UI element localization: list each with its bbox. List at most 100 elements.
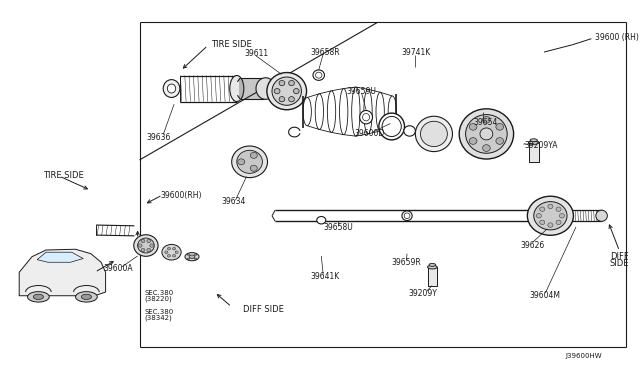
Ellipse shape bbox=[195, 254, 197, 255]
Ellipse shape bbox=[250, 153, 257, 158]
Ellipse shape bbox=[483, 116, 490, 123]
Ellipse shape bbox=[548, 223, 553, 227]
Ellipse shape bbox=[376, 92, 385, 131]
Text: DIFF SIDE: DIFF SIDE bbox=[243, 305, 284, 314]
Text: 39600A: 39600A bbox=[104, 264, 133, 273]
Ellipse shape bbox=[162, 244, 181, 260]
Ellipse shape bbox=[379, 113, 404, 140]
Text: 39741K: 39741K bbox=[401, 48, 431, 57]
Ellipse shape bbox=[303, 97, 312, 126]
Ellipse shape bbox=[189, 255, 195, 259]
Text: 39604M: 39604M bbox=[530, 291, 561, 300]
Ellipse shape bbox=[279, 80, 285, 86]
Ellipse shape bbox=[168, 84, 175, 93]
Polygon shape bbox=[37, 252, 83, 262]
Ellipse shape bbox=[317, 217, 326, 224]
Ellipse shape bbox=[559, 214, 564, 218]
Text: 39654: 39654 bbox=[473, 118, 497, 126]
Ellipse shape bbox=[147, 239, 151, 243]
Ellipse shape bbox=[536, 214, 541, 218]
Text: 39641K: 39641K bbox=[310, 272, 340, 280]
Polygon shape bbox=[19, 249, 106, 296]
Ellipse shape bbox=[540, 207, 545, 211]
Ellipse shape bbox=[289, 97, 294, 102]
Ellipse shape bbox=[256, 78, 275, 99]
Ellipse shape bbox=[534, 202, 567, 230]
Ellipse shape bbox=[540, 220, 545, 225]
Ellipse shape bbox=[150, 244, 154, 247]
Ellipse shape bbox=[293, 89, 300, 94]
Text: (38220): (38220) bbox=[145, 296, 173, 302]
Ellipse shape bbox=[168, 254, 170, 257]
Ellipse shape bbox=[382, 116, 401, 137]
Ellipse shape bbox=[460, 109, 514, 159]
Ellipse shape bbox=[327, 91, 336, 132]
Ellipse shape bbox=[147, 248, 151, 252]
Ellipse shape bbox=[530, 139, 538, 142]
Ellipse shape bbox=[352, 87, 360, 136]
Text: 39209YA: 39209YA bbox=[525, 141, 558, 150]
Ellipse shape bbox=[138, 244, 142, 247]
Text: 39634: 39634 bbox=[221, 197, 246, 206]
Text: 39658R: 39658R bbox=[310, 48, 340, 57]
Text: SEC.380: SEC.380 bbox=[144, 309, 173, 315]
Text: 39611: 39611 bbox=[244, 49, 268, 58]
Ellipse shape bbox=[173, 247, 175, 250]
Ellipse shape bbox=[313, 70, 324, 80]
Ellipse shape bbox=[428, 265, 437, 269]
Ellipse shape bbox=[237, 150, 262, 173]
Text: 39659R: 39659R bbox=[392, 258, 421, 267]
Ellipse shape bbox=[402, 211, 412, 221]
Ellipse shape bbox=[33, 294, 44, 299]
Text: SIDE: SIDE bbox=[610, 259, 629, 268]
Ellipse shape bbox=[466, 115, 507, 153]
Ellipse shape bbox=[250, 165, 257, 171]
Ellipse shape bbox=[339, 89, 348, 135]
Ellipse shape bbox=[138, 238, 154, 253]
Text: 39600D: 39600D bbox=[355, 129, 385, 138]
Ellipse shape bbox=[362, 113, 370, 121]
Ellipse shape bbox=[469, 124, 477, 130]
Ellipse shape bbox=[496, 124, 504, 130]
Ellipse shape bbox=[230, 76, 244, 102]
Text: 39209Y: 39209Y bbox=[408, 289, 437, 298]
Ellipse shape bbox=[556, 220, 561, 225]
Text: TIRE SIDE: TIRE SIDE bbox=[211, 40, 252, 49]
Ellipse shape bbox=[81, 294, 92, 299]
Text: DIFF: DIFF bbox=[610, 252, 629, 261]
Bar bbox=[428, 267, 437, 286]
Ellipse shape bbox=[469, 138, 477, 144]
Ellipse shape bbox=[404, 126, 415, 136]
Ellipse shape bbox=[527, 196, 573, 235]
Text: 39658U: 39658U bbox=[323, 223, 353, 232]
Ellipse shape bbox=[134, 235, 158, 256]
Ellipse shape bbox=[364, 89, 372, 134]
Ellipse shape bbox=[141, 239, 145, 243]
Ellipse shape bbox=[558, 210, 571, 221]
Ellipse shape bbox=[279, 97, 285, 102]
Text: 39659U: 39659U bbox=[347, 87, 376, 96]
Ellipse shape bbox=[316, 72, 322, 78]
Ellipse shape bbox=[195, 258, 197, 260]
Ellipse shape bbox=[420, 121, 447, 147]
Ellipse shape bbox=[404, 213, 410, 218]
Text: 39626: 39626 bbox=[520, 241, 545, 250]
Ellipse shape bbox=[548, 204, 553, 209]
Text: (38342): (38342) bbox=[145, 314, 173, 321]
Ellipse shape bbox=[480, 128, 493, 140]
Ellipse shape bbox=[275, 89, 280, 94]
Ellipse shape bbox=[267, 73, 307, 110]
Ellipse shape bbox=[272, 77, 301, 105]
Ellipse shape bbox=[360, 110, 372, 124]
Ellipse shape bbox=[289, 80, 294, 86]
Ellipse shape bbox=[163, 80, 180, 97]
Text: 39636: 39636 bbox=[147, 133, 171, 142]
Ellipse shape bbox=[429, 263, 436, 266]
Ellipse shape bbox=[173, 254, 175, 257]
Ellipse shape bbox=[76, 292, 97, 302]
Ellipse shape bbox=[165, 251, 168, 254]
Text: SEC.380: SEC.380 bbox=[144, 290, 173, 296]
Ellipse shape bbox=[483, 145, 490, 151]
Ellipse shape bbox=[187, 254, 189, 255]
Ellipse shape bbox=[238, 159, 245, 165]
